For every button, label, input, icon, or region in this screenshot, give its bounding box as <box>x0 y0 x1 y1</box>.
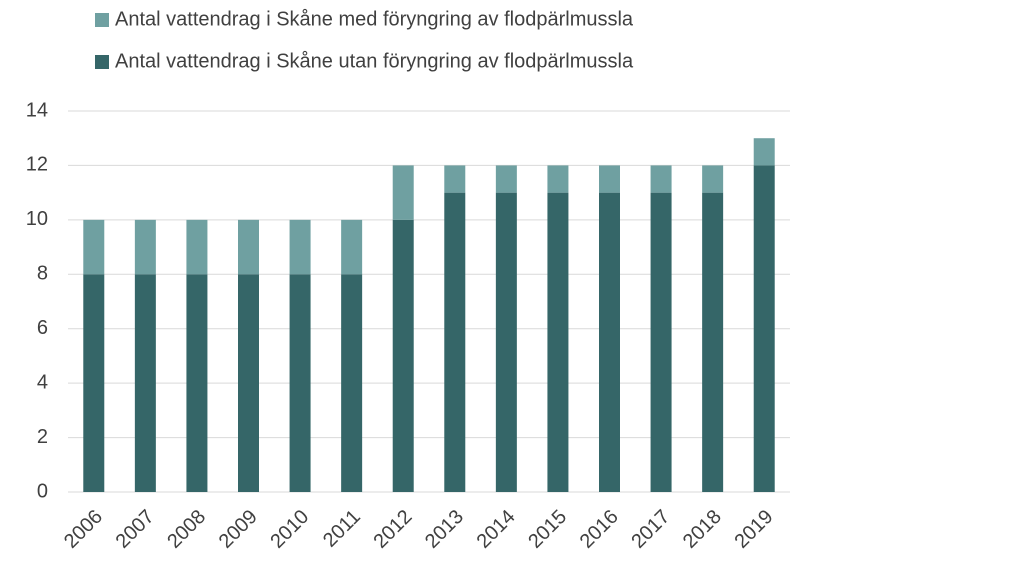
bar-segment <box>134 219 156 275</box>
x-tick-label: 2016 <box>576 506 623 553</box>
bar-segment <box>341 219 363 275</box>
y-tick-label: 4 <box>37 371 48 393</box>
bar-segment <box>341 274 363 492</box>
x-tick-label: 2019 <box>730 506 777 553</box>
bar-segment <box>495 165 517 193</box>
x-tick-label: 2014 <box>473 506 520 553</box>
bar-segment <box>702 192 724 492</box>
bar-segment <box>392 219 414 492</box>
bar-segment <box>599 192 620 492</box>
x-tick-label: 2009 <box>215 506 262 553</box>
bar-segment <box>83 274 105 492</box>
bar-segment <box>392 165 414 220</box>
y-tick-label: 2 <box>37 426 48 448</box>
x-tick-label: 2018 <box>679 506 726 553</box>
y-tick-label: 6 <box>37 317 48 339</box>
bar-segment <box>289 219 311 275</box>
legend-swatch <box>95 55 109 69</box>
bar-segment <box>134 274 156 492</box>
x-tick-label: 2015 <box>524 506 571 553</box>
x-tick-label: 2013 <box>421 506 468 553</box>
bar-segment <box>650 165 672 193</box>
bar-segment <box>444 165 466 193</box>
bar-segment <box>186 219 208 275</box>
bar-segment <box>650 192 672 492</box>
bar-segment <box>83 219 105 275</box>
bar-segment <box>547 165 569 193</box>
x-tick-label: 2012 <box>369 506 416 553</box>
x-tick-label: 2010 <box>266 506 313 553</box>
x-tick-label: 2007 <box>112 506 159 553</box>
bar-segment <box>753 165 775 492</box>
x-tick-label: 2011 <box>319 506 365 552</box>
bar-segment <box>289 274 311 492</box>
legend-label: Antal vattendrag i Skåne med föryngring … <box>115 8 634 30</box>
x-tick-label: 2006 <box>60 506 107 553</box>
y-tick-label: 14 <box>26 99 48 121</box>
y-tick-label: 12 <box>26 154 48 176</box>
x-tick-label: 2008 <box>163 506 210 553</box>
bar-segment <box>186 274 208 492</box>
bar-segment <box>702 165 724 193</box>
legend-label: Antal vattendrag i Skåne utan föryngring… <box>115 50 634 72</box>
y-tick-label: 8 <box>37 263 48 285</box>
y-tick-label: 10 <box>26 208 48 230</box>
bar-segment <box>753 138 775 166</box>
y-tick-label: 0 <box>37 480 48 502</box>
bar-segment <box>238 274 259 492</box>
legend-swatch <box>95 13 109 27</box>
bar-segment <box>547 192 569 492</box>
bar-segment <box>444 192 466 492</box>
bar-segment <box>495 192 517 492</box>
x-tick-label: 2017 <box>627 506 674 553</box>
bar-segment <box>599 165 620 193</box>
bar-segment <box>238 219 259 275</box>
